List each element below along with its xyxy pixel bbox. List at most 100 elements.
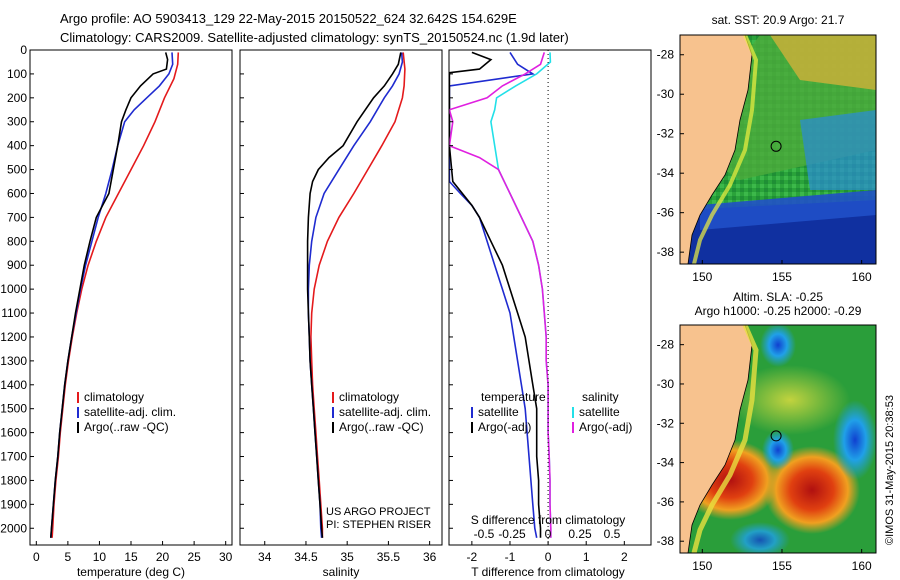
temperature-profile-xtick-label-4: 20 bbox=[156, 550, 170, 564]
difference-ticks: -2 -1 0 1 2 -0.5 -0.25 0 0.25 0.5 temperature salin… bbox=[449, 49, 632, 564]
sst-map-ytick-label-5: -38 bbox=[657, 245, 675, 259]
sla-map-ticks: 150 155 160 -28 -30 -32 -34 -36 -38 bbox=[657, 338, 872, 573]
sla-eddy-blue-center bbox=[762, 430, 794, 470]
temperature-axes-box bbox=[29, 49, 233, 546]
sla-map-panel: Altim. SLA: -0.25 Argo h1000: -0.25 h200… bbox=[657, 290, 877, 573]
difference-profile-xtick-label-1: -1 bbox=[505, 550, 516, 564]
sla-map-xtick-label-0: 150 bbox=[692, 559, 712, 573]
salinity-xlabel: salinity bbox=[323, 565, 360, 579]
depth-tick-label-14: 1400 bbox=[0, 378, 27, 392]
depth-tick-label-8: 800 bbox=[7, 234, 27, 248]
salinity-profile-xtick-label-3: 35.5 bbox=[377, 550, 401, 564]
depth-tick-label-18: 1800 bbox=[0, 473, 27, 487]
difference-top-tick-0: -0.5 bbox=[474, 527, 495, 541]
sla-map-ytick-label-5: -38 bbox=[657, 534, 675, 548]
difference-profile-series-1 bbox=[448, 51, 542, 538]
temperature-profile-xtick-label-0: 0 bbox=[33, 550, 40, 564]
difference-profile-series-0 bbox=[448, 51, 538, 538]
temperature-profile-xtick-label-5: 25 bbox=[187, 550, 201, 564]
depth-tick-label-15: 1500 bbox=[0, 402, 27, 416]
sst-blue-patch bbox=[800, 110, 876, 190]
difference-series bbox=[448, 50, 552, 545]
sst-map-xtick-label-0: 150 bbox=[692, 270, 712, 284]
depth-tick-label-4: 400 bbox=[7, 139, 27, 153]
sst-map-frame bbox=[679, 34, 877, 265]
difference-xlabel: T difference from climatology bbox=[471, 565, 625, 579]
salinity-series bbox=[306, 52, 406, 538]
sst-map-panel: sat. SST: 20.9 Argo: 21.7 150 155 160 -28 -3… bbox=[657, 13, 877, 284]
sst-map-image bbox=[680, 35, 876, 264]
sst-map-ticks: 150 155 160 -28 -30 -32 -34 -36 -38 bbox=[657, 48, 872, 284]
depth-tick-label-16: 1600 bbox=[0, 426, 27, 440]
difference-top-tick-2: 0 bbox=[545, 527, 552, 541]
difference-profile-xtick-label-4: 2 bbox=[621, 550, 628, 564]
temperature-xlabel: temperature (deg C) bbox=[77, 565, 185, 579]
salinity-ticks: 34 34.5 35 35.5 36 climatologysatellite-adj. … bbox=[240, 49, 437, 564]
pi-label: PI: STEPHEN RISER bbox=[326, 519, 431, 531]
sla-eddy-blue-south bbox=[730, 522, 790, 553]
salinity-profile-legend-label-0: climatology bbox=[339, 390, 399, 404]
depth-tick-label-20: 2000 bbox=[0, 521, 27, 535]
sst-map-ytick-label-0: -28 bbox=[657, 48, 675, 62]
temperature-profile-legend-label-0: climatology bbox=[84, 390, 144, 404]
sla-eddy-red-east bbox=[764, 446, 860, 534]
header-line2: Climatology: CARS2009. Satellite-adjuste… bbox=[60, 30, 569, 45]
difference-profile-xtick-label-0: -2 bbox=[467, 550, 478, 564]
sla-eddy-yellow bbox=[730, 365, 850, 435]
sst-warm-north bbox=[770, 35, 876, 90]
sst-map-ytick-label-4: -36 bbox=[657, 206, 675, 220]
temperature-ticks: 0 5 10 15 20 25 300100200300400500600700800900… bbox=[0, 43, 232, 564]
sla-map-title: Altim. SLA: -0.25 bbox=[733, 290, 823, 304]
difference-panel: -2 -1 0 1 2 -0.5 -0.25 0 0.25 0.5 temperature salin… bbox=[448, 49, 652, 579]
difference-top-xlabel: S difference from climatology bbox=[471, 513, 626, 527]
salinity-axes-box bbox=[239, 49, 443, 546]
temperature-profile-series-1 bbox=[50, 52, 174, 538]
difference-profile-xtick-label-3: 1 bbox=[583, 550, 590, 564]
depth-tick-label-17: 1700 bbox=[0, 450, 27, 464]
sla-map-xtick-label-1: 155 bbox=[772, 559, 792, 573]
temperature-profile-series-0 bbox=[51, 52, 180, 538]
difference-legend-title-0: temperature bbox=[481, 390, 546, 404]
sla-map-ytick-label-0: -28 bbox=[657, 338, 675, 352]
header-line1: Argo profile: AO 5903413_129 22-May-2015… bbox=[60, 11, 517, 26]
sla-eddy-blue-north bbox=[760, 325, 796, 367]
sst-map-ytick-label-3: -34 bbox=[657, 166, 675, 180]
depth-tick-label-6: 600 bbox=[7, 186, 27, 200]
depth-tick-label-12: 1200 bbox=[0, 330, 27, 344]
salinity-profile-series-2 bbox=[306, 52, 402, 538]
sst-map-title: sat. SST: 20.9 Argo: 21.7 bbox=[712, 13, 845, 27]
temperature-profile-xtick-label-1: 5 bbox=[65, 550, 72, 564]
difference-legend-label-2: satellite bbox=[579, 405, 620, 419]
depth-tick-label-7: 700 bbox=[7, 210, 27, 224]
difference-top-tick-4: 0.5 bbox=[604, 527, 621, 541]
sla-map-image bbox=[680, 325, 876, 553]
sla-map-subtitle: Argo h1000: -0.25 h2000: -0.29 bbox=[695, 304, 862, 318]
project-label: US ARGO PROJECT bbox=[326, 506, 431, 518]
difference-top-tick-1: -0.25 bbox=[498, 527, 526, 541]
depth-tick-label-1: 100 bbox=[7, 67, 27, 81]
sst-map-xtick-label-2: 160 bbox=[852, 270, 872, 284]
difference-axes-box bbox=[448, 49, 652, 546]
temperature-profile-xtick-label-3: 15 bbox=[124, 550, 138, 564]
depth-tick-label-11: 1100 bbox=[1, 306, 27, 320]
sla-map-ytick-label-4: -36 bbox=[657, 495, 675, 509]
sst-cold-band bbox=[700, 190, 876, 230]
depth-tick-label-13: 1300 bbox=[0, 354, 27, 368]
difference-legend-label-3: Argo(-adj) bbox=[579, 420, 632, 434]
salinity-profile-xtick-label-2: 35 bbox=[341, 550, 355, 564]
depth-tick-label-0: 0 bbox=[20, 43, 27, 57]
salinity-profile-xtick-label-4: 36 bbox=[423, 550, 437, 564]
sst-map-ytick-label-2: -32 bbox=[657, 127, 675, 141]
depth-tick-label-10: 1000 bbox=[0, 282, 27, 296]
depth-tick-label-9: 900 bbox=[7, 258, 27, 272]
credit-label: ©IMOS 31-May-2015 20:38:53 bbox=[884, 395, 896, 545]
temperature-profile-xtick-label-6: 30 bbox=[219, 550, 233, 564]
temperature-profile-series-2 bbox=[50, 52, 169, 538]
salinity-profile-xtick-label-1: 34.5 bbox=[294, 550, 318, 564]
temperature-series bbox=[50, 52, 180, 538]
depth-tick-label-19: 1900 bbox=[0, 497, 27, 511]
difference-top-tick-3: 0.25 bbox=[568, 527, 592, 541]
salinity-profile-series-0 bbox=[310, 52, 406, 538]
difference-profile-series-3 bbox=[448, 52, 552, 538]
